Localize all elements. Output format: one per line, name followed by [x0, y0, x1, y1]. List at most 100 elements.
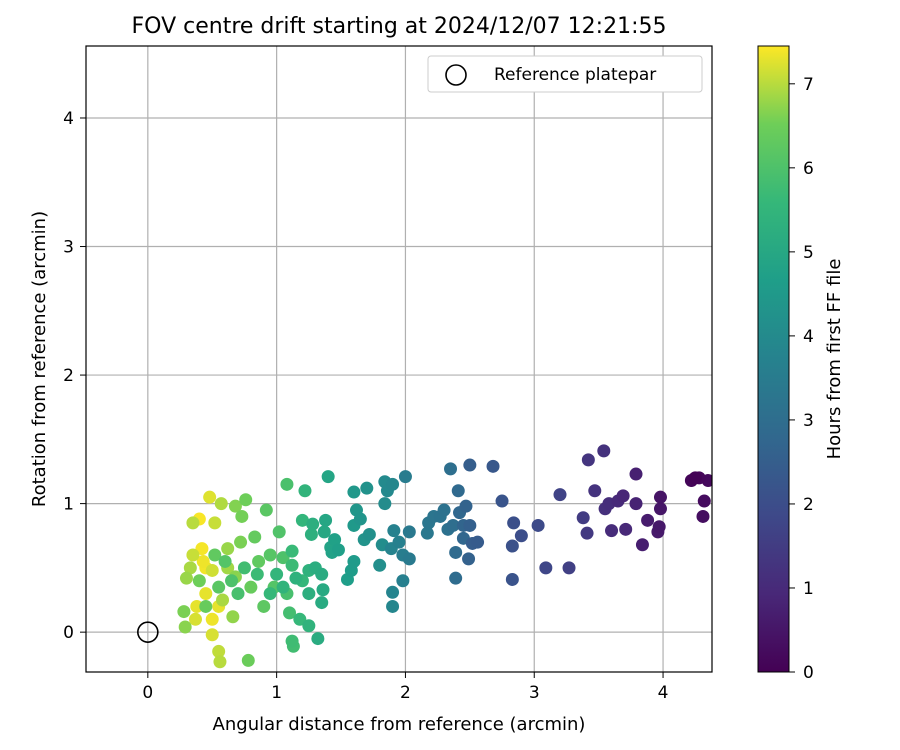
data-point — [597, 444, 611, 458]
data-point — [218, 554, 232, 568]
data-point — [208, 548, 222, 562]
data-point — [562, 561, 576, 575]
y-tick-label: 3 — [63, 238, 74, 258]
data-point — [179, 571, 193, 585]
chart-title: FOV centre drift starting at 2024/12/07 … — [132, 14, 667, 39]
data-point — [462, 552, 476, 566]
x-tick-label: 4 — [658, 683, 669, 703]
data-point — [396, 574, 410, 588]
data-point — [449, 571, 463, 585]
data-point — [199, 587, 213, 601]
data-point — [605, 524, 619, 538]
data-point — [495, 494, 509, 508]
data-point — [289, 571, 303, 585]
data-point — [183, 561, 197, 575]
data-point — [214, 497, 228, 511]
data-point — [208, 516, 222, 530]
plot-frame — [85, 45, 713, 673]
colorbar-tick-label: 2 — [803, 495, 814, 515]
data-point — [616, 489, 630, 503]
data-point — [276, 580, 290, 594]
x-tick-label: 2 — [400, 683, 411, 703]
data-point — [353, 512, 367, 526]
data-point — [315, 567, 329, 581]
data-point — [386, 585, 400, 599]
data-point — [486, 459, 500, 473]
data-point — [696, 509, 710, 523]
data-point — [444, 462, 458, 476]
data-point — [505, 572, 519, 586]
data-point — [248, 530, 262, 544]
data-point — [362, 527, 376, 541]
data-point — [321, 470, 335, 484]
data-point — [360, 481, 374, 495]
data-point — [195, 542, 209, 556]
data-point — [213, 655, 227, 669]
data-point — [373, 558, 387, 572]
data-point — [205, 563, 219, 577]
data-point — [347, 554, 361, 568]
data-point — [463, 518, 477, 532]
data-point — [186, 516, 200, 530]
data-point — [192, 574, 206, 588]
data-point — [228, 499, 242, 513]
y-tick-label: 0 — [63, 623, 74, 643]
data-point — [190, 599, 204, 613]
data-point — [239, 493, 253, 507]
data-point — [531, 518, 545, 532]
reference-marker — [137, 621, 159, 643]
legend-label: Reference platepar — [494, 65, 656, 85]
y-tick-label: 4 — [63, 109, 74, 129]
data-point — [553, 488, 567, 502]
data-point — [302, 619, 316, 633]
x-axis-ticks: 0 1 2 3 4 — [142, 672, 668, 703]
data-point — [244, 580, 258, 594]
data-point — [697, 494, 711, 508]
data-point — [387, 524, 401, 538]
data-point — [588, 484, 602, 498]
data-point — [285, 544, 299, 558]
data-point — [539, 561, 553, 575]
grid — [86, 46, 712, 672]
data-point — [688, 471, 702, 485]
colorbar-tick-label: 7 — [803, 75, 814, 95]
data-point — [619, 522, 633, 536]
data-point — [250, 567, 264, 581]
data-point — [276, 551, 290, 565]
colorbar — [757, 45, 790, 673]
data-point — [402, 552, 416, 566]
colorbar-tick-label: 1 — [803, 579, 814, 599]
data-point — [237, 561, 251, 575]
data-point — [328, 533, 342, 547]
data-point — [196, 554, 210, 568]
data-point — [378, 497, 392, 511]
data-point — [235, 509, 249, 523]
data-point — [234, 535, 248, 549]
data-point — [188, 612, 202, 626]
data-point — [386, 477, 400, 491]
data-point — [263, 548, 277, 562]
data-point — [283, 606, 297, 620]
colorbar-tick-label: 6 — [803, 159, 814, 179]
data-point — [177, 605, 191, 619]
data-point — [225, 574, 239, 588]
data-point — [459, 499, 473, 513]
colorbar-tick-label: 3 — [803, 411, 814, 431]
y-tick-label: 2 — [63, 366, 74, 386]
data-point — [446, 518, 460, 532]
data-point — [311, 632, 325, 646]
colorbar-tick-label: 0 — [803, 663, 814, 683]
data-point — [316, 583, 330, 597]
data-point — [653, 502, 667, 516]
data-point — [259, 503, 273, 517]
data-point — [471, 535, 485, 549]
data-point — [402, 525, 416, 539]
data-point — [653, 490, 667, 504]
data-point — [449, 545, 463, 559]
data-point — [199, 599, 213, 613]
data-point — [205, 628, 219, 642]
data-point — [629, 497, 643, 511]
data-point — [272, 525, 286, 539]
colorbar-tick-label: 5 — [803, 243, 814, 263]
